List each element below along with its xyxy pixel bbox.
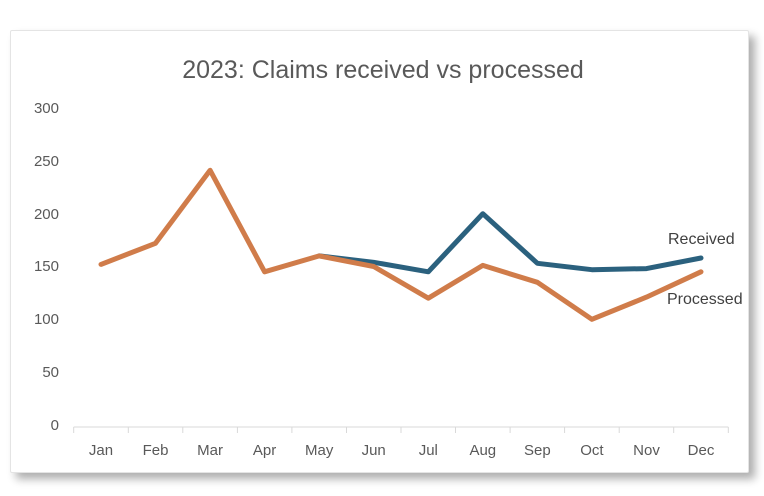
x-tick-label: Nov xyxy=(633,442,660,459)
x-tick-label: Jun xyxy=(362,442,386,459)
x-tick-label: Dec xyxy=(688,442,715,459)
y-tick-label: 0 xyxy=(51,417,59,434)
y-tick-label: 200 xyxy=(34,206,59,223)
x-tick-label: Oct xyxy=(580,442,604,459)
x-axis xyxy=(73,426,729,433)
x-tick-label: Feb xyxy=(143,442,169,459)
x-tick-label: Jan xyxy=(89,442,113,459)
y-tick-label: 150 xyxy=(34,258,59,275)
processed-line xyxy=(98,167,704,322)
x-tick-label: Aug xyxy=(469,442,496,459)
processed-series-label: Processed xyxy=(667,291,743,308)
x-tick-label: Sep xyxy=(524,442,551,459)
x-axis-labels: Jan Feb Mar Apr May Jun Jul Aug Sep Oct … xyxy=(89,442,715,459)
chart-title: 2023: Claims received vs processed xyxy=(182,56,584,84)
line-chart: 2023: Claims received vs processed 300 2… xyxy=(34,56,743,459)
chart-card: 2023: Claims received vs processed 300 2… xyxy=(10,30,749,473)
x-tick-label: Mar xyxy=(197,442,223,459)
y-tick-label: 100 xyxy=(34,311,59,328)
x-tick-label: May xyxy=(305,442,334,459)
x-tick-label: Jul xyxy=(419,442,438,459)
y-tick-label: 50 xyxy=(42,364,59,381)
received-series-label: Received xyxy=(668,231,735,248)
y-tick-label: 300 xyxy=(34,100,59,117)
x-tick-label: Apr xyxy=(253,442,276,459)
y-axis: 300 250 200 150 100 50 0 xyxy=(34,100,59,434)
received-line xyxy=(316,211,704,275)
y-tick-label: 250 xyxy=(34,153,59,170)
